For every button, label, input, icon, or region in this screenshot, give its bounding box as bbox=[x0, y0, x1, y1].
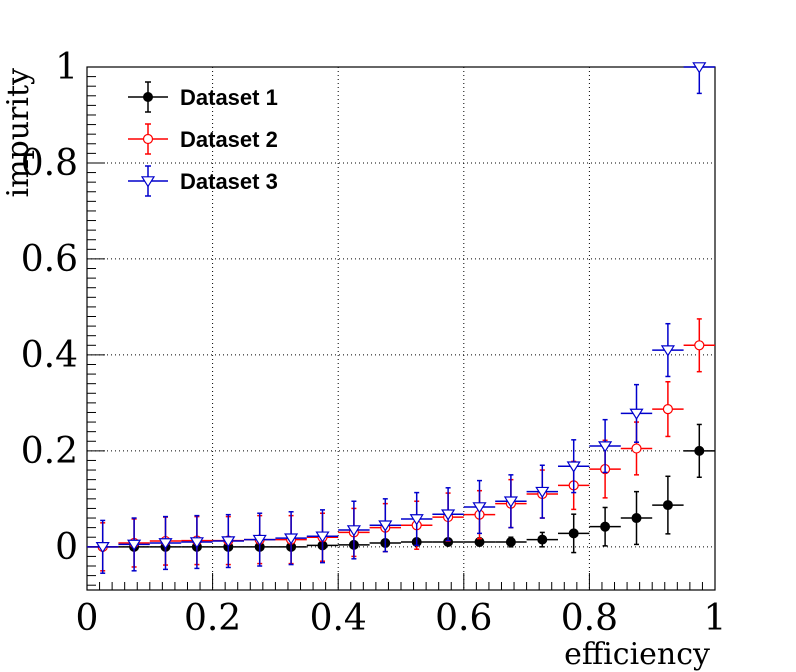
x-tick-label: 0.8 bbox=[561, 598, 618, 639]
legend-entry: Dataset 3 bbox=[128, 165, 278, 197]
data-point bbox=[221, 536, 236, 548]
legend: Dataset 1 Dataset 2 Dataset 3 bbox=[128, 81, 278, 197]
data-point bbox=[694, 340, 705, 351]
axis-labels: efficiency impurity bbox=[1, 68, 710, 672]
data-point bbox=[568, 528, 579, 539]
x-tick-label: 0 bbox=[76, 598, 99, 639]
legend-entry: Dataset 2 bbox=[128, 123, 278, 155]
x-tick-label: 0.4 bbox=[310, 598, 367, 639]
series-layer bbox=[87, 62, 715, 574]
y-axis-title: impurity bbox=[1, 68, 36, 198]
series-1 bbox=[87, 423, 715, 554]
data-point bbox=[252, 534, 267, 547]
data-point bbox=[378, 520, 393, 532]
data-point bbox=[537, 534, 548, 545]
data-point bbox=[631, 513, 642, 524]
x-tick-label: 0.2 bbox=[184, 598, 241, 639]
y-tick-label: 0.4 bbox=[21, 335, 78, 376]
x-axis-title: efficiency bbox=[564, 637, 710, 672]
data-point bbox=[346, 525, 361, 537]
data-point bbox=[662, 404, 674, 415]
data-point bbox=[629, 408, 644, 420]
data-point bbox=[631, 443, 642, 454]
x-tick-label: 1 bbox=[704, 598, 727, 639]
data-point bbox=[409, 514, 424, 526]
data-point bbox=[142, 133, 154, 145]
data-point bbox=[600, 521, 611, 532]
series-3 bbox=[87, 62, 715, 574]
y-tick-label: 0.6 bbox=[21, 239, 78, 280]
series-2 bbox=[87, 318, 715, 572]
data-point bbox=[315, 531, 330, 543]
data-point bbox=[660, 345, 675, 357]
y-tick-label: 1 bbox=[55, 47, 78, 88]
x-tick-label: 0.6 bbox=[435, 598, 492, 639]
legend-label: Dataset 1 bbox=[180, 85, 278, 110]
data-point bbox=[472, 502, 487, 514]
data-point bbox=[692, 62, 707, 74]
data-point bbox=[505, 537, 516, 548]
y-tick-label: 0 bbox=[55, 527, 78, 568]
axis-ticks: 0 0.2 0.4 0.6 0.8 1 0 0.2 0.4 0.6 0.8 1 bbox=[21, 47, 727, 639]
data-point bbox=[284, 533, 299, 545]
y-tick-label: 0.2 bbox=[21, 431, 78, 472]
data-point bbox=[535, 486, 550, 499]
data-point bbox=[143, 92, 153, 102]
data-point bbox=[694, 445, 705, 456]
data-point bbox=[441, 509, 456, 521]
legend-entry: Dataset 1 bbox=[128, 81, 278, 113]
data-point bbox=[127, 539, 142, 551]
data-point bbox=[503, 496, 518, 508]
data-point bbox=[158, 538, 173, 550]
data-point bbox=[566, 461, 581, 473]
data-point bbox=[662, 500, 673, 511]
data-point bbox=[95, 542, 110, 554]
data-point bbox=[598, 441, 613, 453]
data-point bbox=[140, 176, 156, 188]
data-point bbox=[189, 537, 204, 549]
legend-label: Dataset 3 bbox=[180, 169, 278, 194]
y-tick-label: 0.8 bbox=[21, 143, 78, 184]
legend-label: Dataset 2 bbox=[180, 127, 278, 152]
